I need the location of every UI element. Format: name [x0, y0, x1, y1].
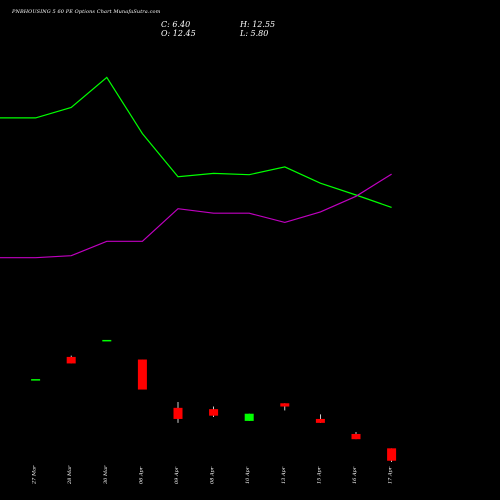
- candle-body: [315, 418, 325, 423]
- candle-body: [209, 409, 219, 416]
- candle-09-apr: [173, 401, 183, 423]
- candle-13-apr: [280, 403, 290, 411]
- open-value: O: 12.45: [161, 29, 196, 38]
- close-value: C: 6.40: [161, 20, 191, 29]
- high-value: H: 12.55: [240, 20, 276, 29]
- x-tick-label: 16 Apr: [352, 466, 358, 484]
- x-tick-label: 17 Apr: [388, 466, 394, 484]
- candle-body: [31, 379, 41, 381]
- x-tick-label: 27 Mar: [32, 465, 38, 485]
- candle-30-mar: [102, 339, 112, 342]
- candle-28-mar: [66, 355, 76, 364]
- overlay-line-1: [0, 76, 392, 208]
- x-axis-labels: 27 Mar 28 Mar 30 Mar 06 Apr 09 Apr 08 Apr 10 A…: [32, 465, 394, 485]
- candle-body: [244, 413, 254, 421]
- x-tick-label: 28 Mar: [67, 465, 73, 485]
- candle-body: [280, 403, 290, 407]
- candle-body: [351, 433, 361, 440]
- candle-body: [66, 356, 76, 364]
- x-tick-label: 09 Apr: [174, 466, 180, 484]
- chart-title: PNBHOUSING 5 60 PE Options Chart MunafaS…: [12, 9, 161, 15]
- x-tick-label: 30 Mar: [103, 465, 109, 484]
- candle-body: [173, 407, 183, 419]
- candle-body: [387, 448, 397, 461]
- x-tick-label: 06 Apr: [138, 466, 144, 484]
- candle-10-apr: [244, 413, 254, 421]
- candles: [31, 339, 397, 463]
- x-tick-label: 15 Apr: [316, 466, 322, 484]
- candle-27-mar: [31, 379, 41, 381]
- x-tick-label: 08 Apr: [210, 466, 216, 484]
- overlay-line-2: [0, 173, 392, 259]
- candle-06-apr: [137, 359, 147, 390]
- overlay-lines: [0, 76, 392, 259]
- candle-16-apr: [351, 432, 361, 440]
- candle-body: [102, 339, 112, 342]
- candle-17-apr: [387, 448, 397, 463]
- low-value: L: 5.80: [240, 29, 269, 38]
- candle-body: [137, 359, 147, 390]
- candle-15-apr: [315, 414, 325, 423]
- x-tick-label: 10 Apr: [245, 466, 251, 484]
- candle-08-apr: [209, 406, 219, 417]
- x-tick-label: 13 Apr: [281, 466, 287, 484]
